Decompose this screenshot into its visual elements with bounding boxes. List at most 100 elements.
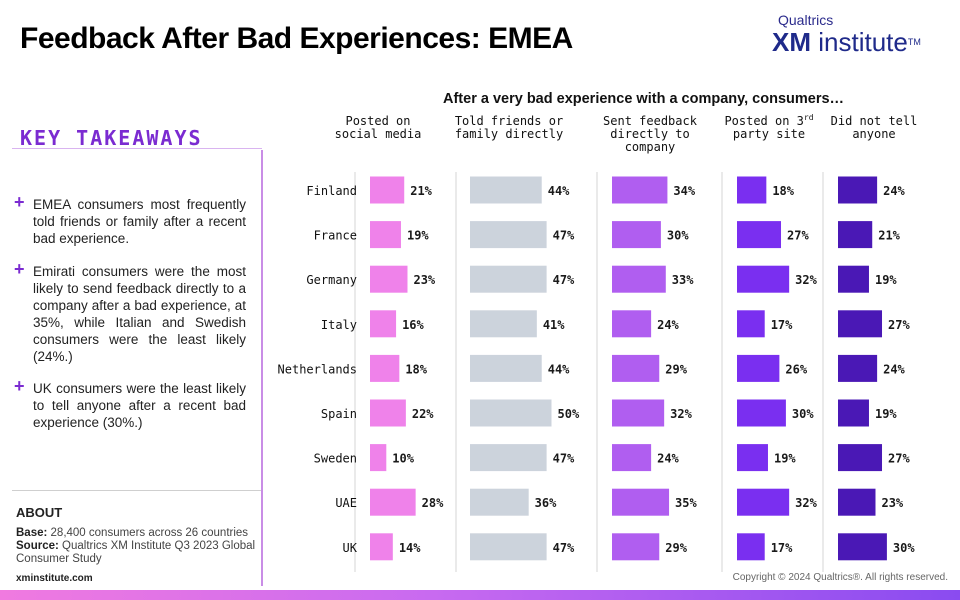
takeaway-text: EMEA consumers most frequently told frie… [33, 197, 246, 246]
bar [612, 488, 670, 516]
bar [370, 533, 393, 561]
data-label: 17% [771, 318, 793, 332]
bar [737, 444, 768, 472]
bar [612, 221, 661, 249]
category-label: Italy [321, 318, 357, 332]
plus-icon: + [14, 376, 25, 396]
data-label: 32% [795, 273, 817, 287]
bar [470, 444, 547, 472]
bar [612, 444, 652, 472]
qualtrics-xm-institute-logo: Qualtrics XM instituteTM [772, 12, 942, 56]
base-text: 28,400 consumers across 26 countries [50, 527, 249, 539]
bar [612, 533, 660, 561]
bar [737, 488, 790, 516]
source-text: Qualtrics XM Institute Q3 2023 Global Co… [16, 540, 256, 565]
data-label: 27% [888, 318, 910, 332]
data-label: 47% [553, 229, 575, 243]
data-label: 17% [771, 541, 793, 555]
takeaways-divider [12, 148, 262, 149]
bar [838, 221, 873, 249]
data-label: 47% [553, 541, 575, 555]
bar [838, 354, 878, 382]
data-label: 18% [405, 362, 427, 376]
bar [838, 265, 869, 293]
data-label: 21% [878, 229, 900, 243]
data-label: 29% [665, 362, 687, 376]
data-label: 22% [412, 407, 434, 421]
logo-xm: XM [772, 27, 811, 57]
data-label: 26% [785, 362, 807, 376]
category-label: Spain [321, 407, 357, 421]
series-header: Told friends or family directly [455, 114, 563, 141]
data-label: 23% [881, 496, 903, 510]
data-label: 50% [558, 407, 580, 421]
data-label: 30% [667, 229, 689, 243]
data-label: 36% [535, 496, 557, 510]
bar [737, 399, 786, 427]
data-label: 35% [675, 496, 697, 510]
data-label: 44% [548, 362, 570, 376]
bar [838, 310, 883, 338]
base-label: Base: [16, 527, 48, 539]
series-header: Posted on social media [335, 114, 422, 141]
about-divider [12, 490, 261, 491]
data-label: 24% [657, 452, 679, 466]
takeaway-text: UK consumers were the least likely to te… [33, 381, 246, 430]
about-source: Source: Qualtrics XM Institute Q3 2023 G… [16, 540, 258, 566]
logo-trademark: TM [907, 37, 921, 47]
plus-icon: + [14, 259, 25, 279]
data-label: 19% [875, 273, 897, 287]
bar [612, 265, 666, 293]
bar [737, 221, 782, 249]
bar [737, 310, 765, 338]
bar [370, 176, 405, 204]
data-label: 34% [673, 184, 695, 198]
data-label: 41% [543, 318, 565, 332]
takeaway-item: + UK consumers were the least likely to … [14, 376, 246, 431]
footer-site-link[interactable]: xminstitute.com [16, 573, 93, 584]
bar [470, 533, 547, 561]
bar [612, 176, 668, 204]
bar [838, 399, 869, 427]
bar [470, 488, 529, 516]
data-label: 44% [548, 184, 570, 198]
data-label: 10% [392, 452, 414, 466]
bar [470, 399, 552, 427]
data-label: 19% [407, 229, 429, 243]
data-label: 27% [787, 229, 809, 243]
bottom-gradient-bar [0, 590, 960, 600]
page-title: Feedback After Bad Experiences: EMEA [20, 22, 573, 55]
bar [737, 354, 780, 382]
bar [612, 399, 665, 427]
takeaway-item: + Emirati consumers were the most likely… [14, 259, 246, 365]
bar [470, 176, 542, 204]
bar [370, 221, 401, 249]
data-label: 29% [665, 541, 687, 555]
data-label: 47% [553, 273, 575, 287]
data-label: 30% [792, 407, 814, 421]
logo-qualtrics-text: Qualtrics [778, 12, 834, 28]
data-label: 24% [657, 318, 679, 332]
data-label: 47% [553, 452, 575, 466]
data-label: 21% [410, 184, 432, 198]
series-header: Posted on 3rd party site [724, 113, 813, 141]
category-label: Sweden [314, 452, 357, 466]
category-label: Germany [306, 273, 357, 287]
bar [370, 310, 397, 338]
data-label: 27% [888, 452, 910, 466]
bar [612, 310, 652, 338]
chart-title: After a very bad experience with a compa… [443, 91, 845, 107]
category-label: UK [343, 541, 358, 555]
bar [370, 488, 416, 516]
data-label: 19% [774, 452, 796, 466]
bar [470, 265, 547, 293]
bar [370, 354, 400, 382]
data-label: 32% [795, 496, 817, 510]
bar [470, 354, 542, 382]
bar [737, 533, 765, 561]
category-label: Netherlands [278, 362, 357, 376]
category-label: France [314, 229, 357, 243]
bar [370, 399, 406, 427]
key-takeaways-heading: KEY TAKEAWAYS [20, 126, 203, 150]
